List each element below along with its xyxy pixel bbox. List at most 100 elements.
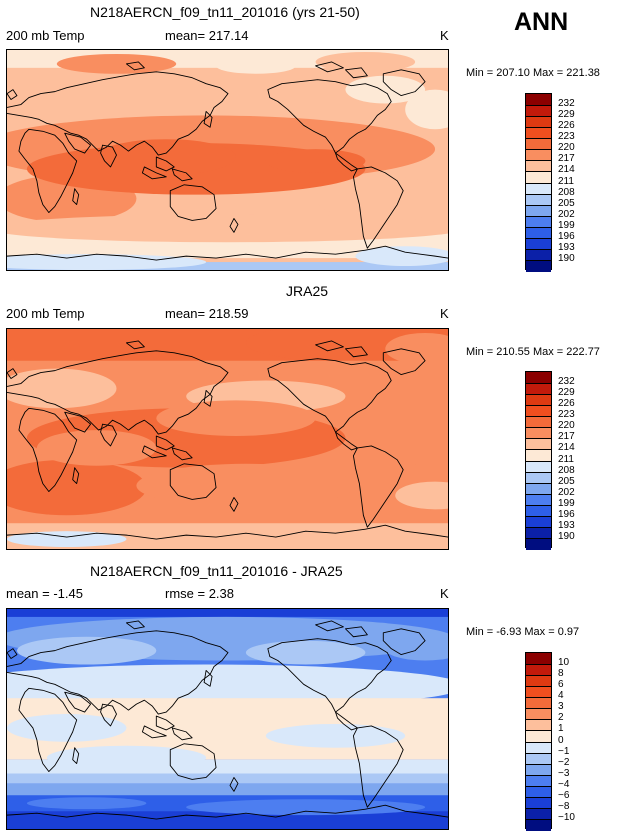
- coastline: [7, 71, 229, 156]
- panel3-title: N218AERCN_f09_tn11_201016 - JRA25: [90, 563, 343, 579]
- colorbar-swatch: [526, 796, 551, 809]
- colorbar-swatch: [526, 416, 551, 429]
- colorbar-level-label: 4: [558, 690, 564, 702]
- coastline: [64, 411, 92, 433]
- colorbar-swatch: [526, 664, 551, 677]
- colorbar-swatch: [526, 460, 551, 473]
- coastline: [64, 132, 92, 154]
- colorbar-swatch: [526, 127, 551, 140]
- filled-contours: [7, 609, 448, 829]
- colorbar-level-label: 226: [558, 398, 575, 410]
- filled-contours: [7, 50, 448, 270]
- colorbar-swatch: [526, 675, 551, 688]
- coastline: [352, 445, 404, 528]
- colorbar-swatch: [526, 248, 551, 261]
- coastline: [171, 168, 193, 182]
- colorbar-swatch: [526, 226, 551, 239]
- colorbar-level-label: 190: [558, 530, 575, 542]
- colorbar-swatch: [526, 105, 551, 118]
- panel3-colorbar: [525, 652, 552, 831]
- colorbar-swatch: [526, 471, 551, 484]
- coastline: [18, 128, 78, 213]
- panel3-map: [6, 608, 449, 830]
- colorbar-level-label: 2: [558, 712, 564, 724]
- coastline: [335, 711, 358, 731]
- colorbar-level-label: 6: [558, 679, 564, 691]
- season-label: ANN: [514, 8, 569, 36]
- colorbar-swatch: [526, 372, 551, 385]
- colorbar-level-label: 217: [558, 431, 575, 443]
- colorbar-level-label: 220: [558, 142, 575, 154]
- colorbar-level-label: 3: [558, 701, 564, 713]
- coastline: [126, 61, 145, 71]
- colorbar-level-label: 0: [558, 734, 564, 746]
- colorbar-level-label: 211: [558, 175, 574, 187]
- panel2-mean-label: mean= 218.59: [165, 306, 249, 321]
- colorbar-swatch: [526, 149, 551, 162]
- colorbar-level-label: −10: [558, 811, 575, 823]
- colorbar-level-label: −6: [558, 789, 570, 801]
- colorbar-swatch: [526, 138, 551, 151]
- colorbar-swatch: [526, 94, 551, 107]
- coastline: [7, 648, 18, 659]
- colorbar-swatch: [526, 171, 551, 184]
- colorbar-swatch: [526, 818, 551, 831]
- colorbar-swatch: [526, 653, 551, 666]
- colorbar-swatch: [526, 493, 551, 506]
- coastline: [72, 188, 80, 206]
- coastline: [100, 144, 117, 168]
- colorbar-swatch: [526, 686, 551, 699]
- coastline: [18, 687, 78, 772]
- coastline: [7, 350, 229, 435]
- colorbar-level-label: 232: [558, 376, 575, 388]
- colorbar-level-label: 10: [558, 657, 570, 669]
- coastline: [203, 389, 213, 407]
- colorbar-level-label: 208: [558, 464, 575, 476]
- colorbar-level-label: 202: [558, 208, 575, 220]
- colorbar-swatch: [526, 708, 551, 721]
- colorbar-swatch: [526, 449, 551, 462]
- coastline: [126, 620, 145, 630]
- coastlines: [7, 620, 448, 820]
- colorbar-swatch: [526, 427, 551, 440]
- colorbar-swatch: [526, 259, 551, 272]
- coastline: [171, 727, 193, 741]
- colorbar-swatch: [526, 215, 551, 228]
- colorbar-swatch: [526, 741, 551, 754]
- coastline: [352, 725, 404, 808]
- coastline: [141, 725, 167, 739]
- coastline: [203, 669, 213, 687]
- coastline: [171, 447, 193, 461]
- colorbar-level-label: 211: [558, 453, 574, 465]
- coastline: [72, 467, 80, 485]
- colorbar-swatch: [526, 182, 551, 195]
- colorbar-swatch: [526, 193, 551, 206]
- colorbar-swatch: [526, 438, 551, 451]
- colorbar-level-label: 8: [558, 668, 564, 680]
- coastline: [126, 340, 145, 350]
- coastline: [229, 777, 239, 792]
- colorbar-swatch: [526, 160, 551, 173]
- coastline: [169, 463, 217, 500]
- coastline: [155, 715, 175, 731]
- coastline: [345, 626, 368, 638]
- colorbar-level-label: 214: [558, 164, 575, 176]
- colorbar-swatch: [526, 383, 551, 396]
- coastline: [141, 445, 167, 459]
- colorbar-level-label: 202: [558, 486, 575, 498]
- coastline: [229, 497, 239, 512]
- coastline: [267, 79, 392, 154]
- colorbar-level-label: 205: [558, 197, 575, 209]
- colorbar-swatch: [526, 204, 551, 217]
- panel1-mean-label: mean= 217.14: [165, 28, 249, 43]
- coastline: [335, 152, 358, 172]
- panel3-minmax: Min = -6.93 Max = 0.97: [466, 626, 580, 638]
- coastline: [155, 435, 175, 451]
- colorbar-swatch: [526, 482, 551, 495]
- colorbar-swatch: [526, 537, 551, 550]
- panel2-title: JRA25: [286, 283, 329, 299]
- coastline: [345, 346, 368, 358]
- coastline: [352, 166, 404, 249]
- colorbar-level-label: 214: [558, 442, 575, 454]
- coastline: [141, 166, 167, 180]
